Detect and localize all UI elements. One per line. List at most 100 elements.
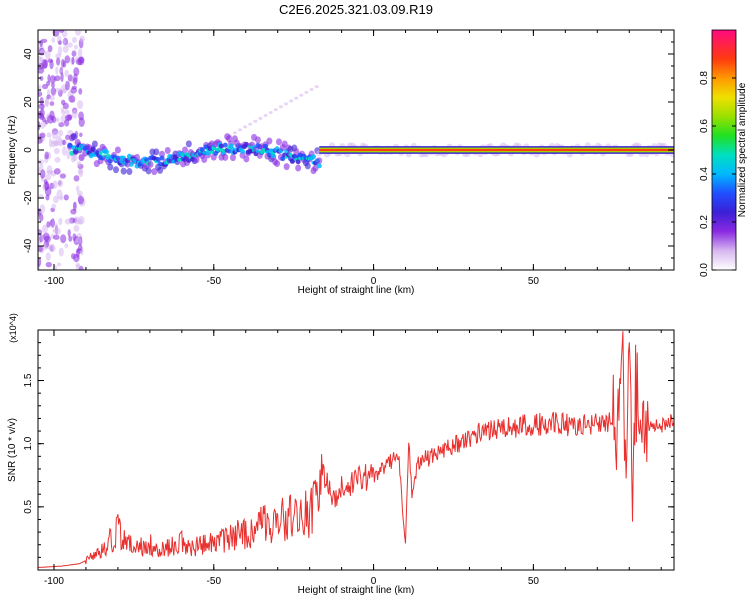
spectrogram-cell bbox=[310, 154, 316, 160]
spectrogram-cell bbox=[46, 221, 51, 228]
spectrogram-cell bbox=[68, 235, 73, 242]
spectrogram-cell bbox=[78, 88, 83, 95]
spectrogram-line-core bbox=[319, 148, 674, 152]
spectrogram-cell bbox=[70, 253, 76, 260]
spectrogram-cell bbox=[49, 59, 54, 70]
spectrogram-cell bbox=[62, 87, 67, 94]
spectrogram-cell bbox=[45, 252, 51, 261]
spectrogram-cell bbox=[67, 229, 71, 237]
x-tick-label: -50 bbox=[207, 576, 222, 587]
spectrogram-cell bbox=[71, 56, 75, 65]
spectrogram-cell bbox=[78, 154, 85, 162]
snr-x-ticks: -100 -50 0 50 bbox=[44, 330, 662, 587]
spectrogram-cell bbox=[51, 219, 55, 228]
spectrogram-cell bbox=[68, 95, 76, 103]
snr-background bbox=[38, 330, 674, 570]
spectrogram-cell bbox=[55, 117, 60, 123]
colorbar: 0.0 0.2 0.4 0.6 0.8 Normalized spectral ampl… bbox=[699, 29, 748, 277]
spectrogram-cell bbox=[39, 204, 46, 214]
spectrogram-cell bbox=[201, 156, 208, 164]
spectrogram-x-ticks: -100 -50 0 50 bbox=[44, 30, 662, 287]
spectrogram-cell bbox=[237, 128, 242, 132]
spectrogram-cell bbox=[39, 169, 46, 179]
spectrogram-cell bbox=[226, 148, 232, 154]
spectrogram-cell bbox=[222, 142, 228, 148]
y-tick-label: 40 bbox=[23, 48, 34, 60]
spectrogram-cell bbox=[258, 116, 263, 120]
y-tick-label: -40 bbox=[23, 238, 34, 253]
spectrogram-cell bbox=[62, 45, 69, 53]
spectrogram-cell bbox=[39, 213, 44, 222]
spectrogram-cell bbox=[49, 95, 55, 101]
spectrogram-cell bbox=[273, 108, 278, 112]
figure-title: C2E6.2025.321.03.09.R19 bbox=[279, 2, 433, 17]
spectrogram-cell bbox=[293, 148, 300, 156]
y-tick-label: -20 bbox=[23, 190, 34, 205]
spectrogram-cell bbox=[316, 157, 323, 165]
colorbar-tick-label: 0.0 bbox=[699, 263, 710, 277]
spectrogram-cell bbox=[71, 85, 77, 90]
spectrogram-cell bbox=[38, 103, 45, 110]
x-tick-label: -100 bbox=[44, 576, 64, 587]
y-tick-label: 0.5 bbox=[23, 499, 34, 513]
spectrogram-cell bbox=[45, 173, 52, 181]
spectrogram-cell bbox=[60, 72, 64, 83]
spectrogram-cell bbox=[57, 179, 63, 188]
spectrogram-cell bbox=[232, 131, 237, 135]
spectrogram-cell bbox=[268, 111, 273, 115]
spectrogram-cell bbox=[52, 234, 60, 240]
spectrogram-cell bbox=[270, 153, 276, 159]
spectrogram-cell bbox=[278, 105, 283, 109]
spectrogram-cell bbox=[144, 157, 150, 163]
spectrogram-cell bbox=[67, 129, 73, 135]
spectrogram-cell bbox=[46, 80, 51, 86]
spectrogram-cell bbox=[64, 69, 69, 78]
spectrogram-cell bbox=[70, 133, 77, 141]
spectrogram-cell bbox=[253, 119, 258, 123]
spectrogram-cell bbox=[55, 53, 62, 59]
spectrogram-cell bbox=[304, 90, 309, 94]
spectrogram-cell bbox=[39, 39, 43, 48]
spectrogram-cell bbox=[75, 185, 80, 192]
spectrogram-cell bbox=[60, 234, 67, 244]
spectrogram-cell bbox=[54, 223, 58, 229]
spectrogram-cell bbox=[157, 166, 164, 174]
spectrogram-cell bbox=[281, 140, 288, 148]
spectrogram-cell bbox=[128, 161, 134, 167]
spectrogram-cell bbox=[49, 244, 56, 253]
spectrogram-cell bbox=[316, 163, 322, 169]
spectrogram-cell bbox=[64, 243, 69, 249]
spectrogram-cell bbox=[75, 262, 81, 267]
spectrogram-cell bbox=[76, 190, 83, 196]
spectrogram-cell bbox=[266, 137, 273, 145]
spectrogram-cell bbox=[295, 159, 301, 165]
spectrogram-cell bbox=[55, 57, 61, 66]
x-tick-label: -100 bbox=[44, 276, 64, 287]
spectrogram-y-label: Frequency (Hz) bbox=[7, 116, 18, 185]
spectrogram-cell bbox=[254, 136, 261, 144]
spectrogram-cell bbox=[47, 45, 53, 53]
spectrogram-cell bbox=[269, 148, 274, 152]
spectrogram-cell bbox=[49, 75, 56, 84]
spectrogram-cell bbox=[103, 149, 109, 155]
spectrogram-cell bbox=[289, 158, 295, 164]
spectrogram-cell bbox=[59, 195, 64, 201]
spectrogram-cell bbox=[263, 113, 268, 117]
spectrogram-cell bbox=[283, 163, 290, 171]
spectrogram-cell bbox=[75, 237, 82, 243]
snr-y-label: SNR (10 * v/v) bbox=[7, 418, 18, 482]
spectrogram-cell bbox=[77, 100, 84, 110]
spectrogram-cell bbox=[58, 217, 63, 226]
spectrogram-cell bbox=[66, 42, 73, 48]
spectrogram-cell bbox=[47, 114, 54, 124]
spectrogram-cell bbox=[114, 146, 121, 154]
spectrogram-cell bbox=[61, 146, 67, 157]
colorbar-gradient bbox=[711, 29, 737, 271]
spectrogram-cell bbox=[41, 243, 47, 251]
snr-y-ticks: 0.5 1.0 1.5 bbox=[23, 342, 674, 558]
spectrogram-cell bbox=[64, 119, 70, 127]
spectrogram-cell bbox=[222, 153, 229, 161]
spectrogram-cell bbox=[39, 108, 45, 118]
spectrogram-cell bbox=[78, 56, 85, 64]
spectrogram-cell bbox=[38, 62, 45, 70]
